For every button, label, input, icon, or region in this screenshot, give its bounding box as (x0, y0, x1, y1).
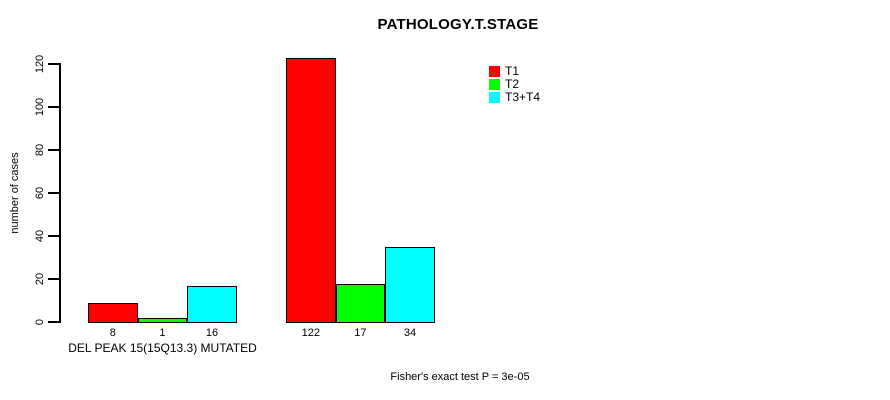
bar-value-label: 34 (403, 327, 417, 339)
bar-value-label: 122 (301, 327, 320, 339)
fisher-test-caption: Fisher's exact test P = 3e-05 (390, 371, 530, 383)
y-tick-label: 20 (34, 272, 46, 286)
bar-T2-group2 (335, 283, 386, 324)
y-tick-label: 120 (34, 54, 46, 74)
y-tick-label: 40 (34, 229, 46, 243)
category-label-group1: DEL PEAK 15(15Q13.3) MUTATED (68, 341, 257, 355)
bar-value-label: 1 (159, 327, 166, 339)
bar-value-label: 8 (109, 327, 116, 339)
y-tick-label: 100 (34, 97, 46, 117)
y-axis-line (59, 63, 61, 323)
y-tick-mark (48, 106, 60, 108)
legend-swatch-icon (489, 92, 500, 103)
bar-T2-group1 (137, 318, 188, 324)
bar-T1-group1 (88, 303, 138, 324)
bar-T3+T4-group2 (385, 247, 435, 324)
y-tick-mark (48, 192, 60, 194)
chart-title: PATHOLOGY.T.STAGE (377, 16, 539, 33)
legend-item-T3+T4: T3+T4 (489, 90, 541, 104)
y-axis-label: number of cases (9, 152, 21, 234)
legend-label: T1 (505, 64, 520, 78)
legend-swatch-icon (489, 79, 500, 90)
y-tick-label: 80 (34, 143, 46, 157)
y-tick-mark (48, 278, 60, 280)
legend: T1 T2 T3+T4 (489, 64, 541, 105)
y-tick-mark (48, 63, 60, 65)
y-tick-mark (48, 235, 60, 237)
y-tick-label: 60 (34, 186, 46, 200)
bar-T1-group2 (286, 58, 336, 324)
legend-label: T2 (505, 77, 520, 91)
legend-swatch-icon (489, 66, 500, 77)
y-tick-mark (48, 321, 60, 323)
bar-value-label: 17 (354, 327, 367, 339)
bar-T3+T4-group1 (187, 286, 237, 324)
bar-value-label: 16 (205, 327, 219, 339)
y-tick-mark (48, 149, 60, 151)
y-tick-label: 0 (34, 318, 46, 326)
legend-item-T2: T2 (489, 77, 540, 91)
legend-label: T3+T4 (505, 90, 541, 104)
legend-item-T1: T1 (489, 64, 540, 78)
